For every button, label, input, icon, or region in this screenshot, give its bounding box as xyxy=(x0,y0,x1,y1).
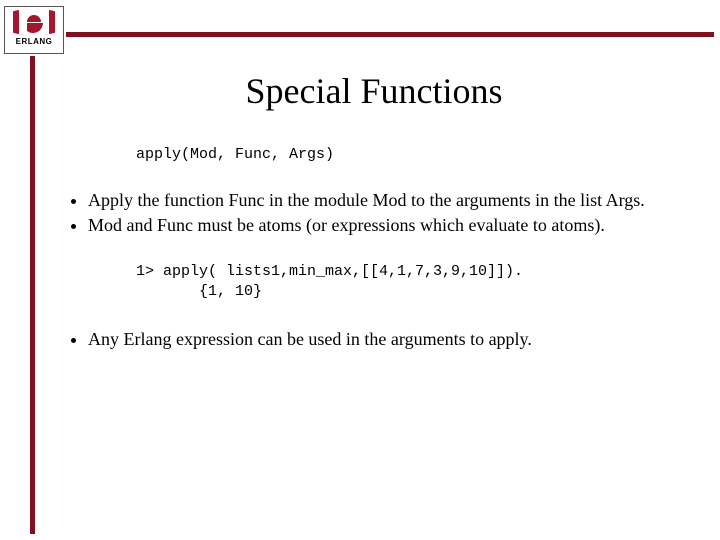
syntax-line: apply(Mod, Func, Args) xyxy=(136,146,700,163)
list-item: Mod and Func must be atoms (or expressio… xyxy=(88,214,700,237)
top-divider xyxy=(66,32,714,37)
list-item: Any Erlang expression can be used in the… xyxy=(88,328,700,351)
slide-content: Special Functions apply(Mod, Func, Args)… xyxy=(48,70,700,376)
erlang-logo-text: ERLANG xyxy=(5,37,63,46)
bullet-list-1: Apply the function Func in the module Mo… xyxy=(88,189,700,238)
example-block: 1> apply( lists1,min_max,[[4,1,7,3,9,10]… xyxy=(136,262,700,303)
side-divider xyxy=(30,56,35,534)
erlang-logo-glyph xyxy=(5,7,63,37)
bullet-list-2: Any Erlang expression can be used in the… xyxy=(88,328,700,351)
slide-title: Special Functions xyxy=(48,70,700,112)
list-item: Apply the function Func in the module Mo… xyxy=(88,189,700,212)
erlang-logo: ERLANG xyxy=(4,6,64,54)
